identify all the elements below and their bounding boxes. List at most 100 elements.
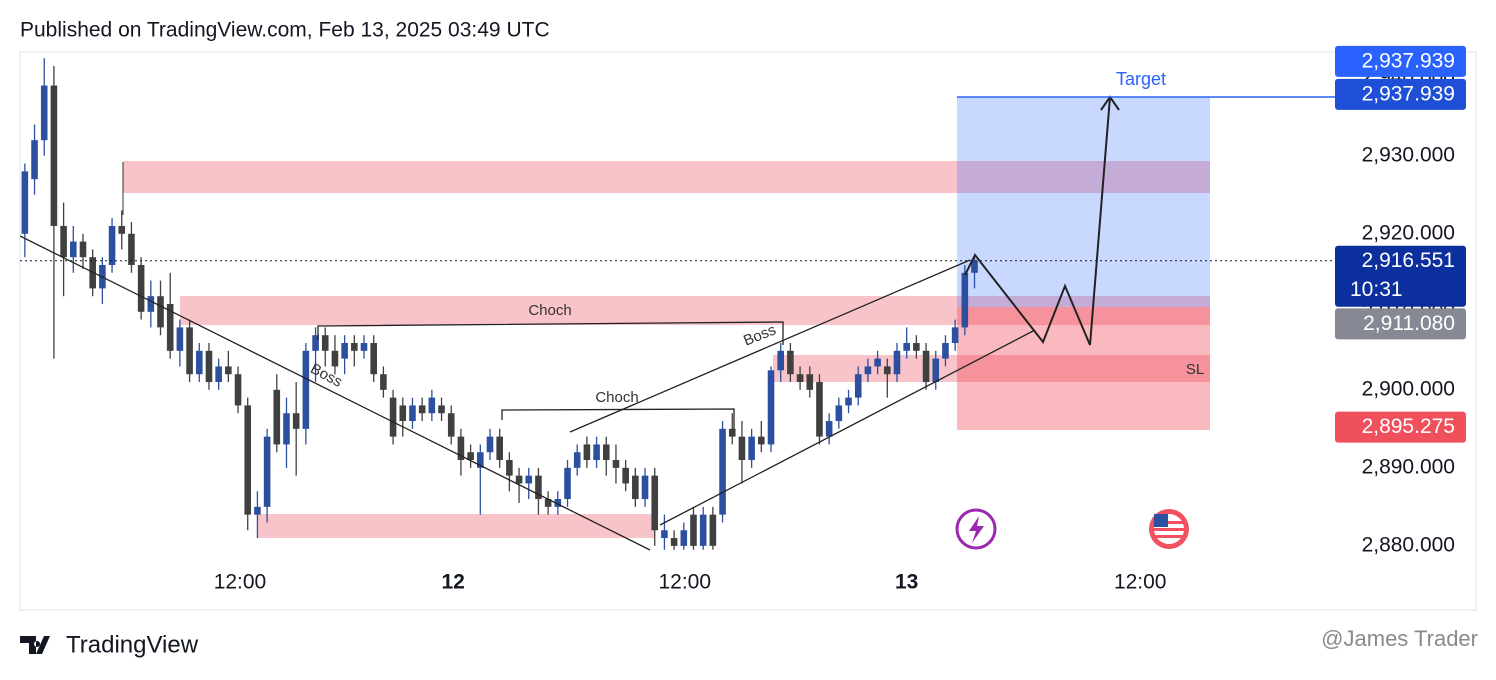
x-tick-label: 12:00 (1114, 571, 1167, 594)
candle-body (31, 140, 38, 180)
candle-body (186, 327, 193, 375)
candle-body (825, 421, 833, 437)
price-tag-label: 2,895.275 (1362, 415, 1455, 438)
candle-body (593, 444, 600, 461)
choch-line (501, 408, 735, 430)
y-tick-label: 2,920.000 (1362, 221, 1455, 244)
candle-body (273, 389, 281, 445)
candle-body (157, 296, 164, 328)
candle-body (467, 452, 474, 461)
candle-body (942, 343, 949, 359)
candle-body (690, 514, 697, 546)
countdown: 10:31 (1350, 278, 1403, 301)
candle-body (816, 382, 823, 437)
candle-body (428, 397, 436, 414)
candle-body (806, 374, 814, 390)
candle-body (321, 335, 329, 351)
stop-box (957, 307, 1210, 430)
brand: TradingView (66, 631, 199, 658)
candle-body (351, 343, 358, 351)
candle-body (777, 350, 784, 371)
price-tag-label: 2,937.939 (1362, 49, 1455, 72)
x-tick-label: 12:00 (214, 571, 267, 594)
chart-frame (19, 51, 1477, 611)
candle-body (409, 405, 416, 422)
candle-body (292, 413, 300, 429)
candle-body (961, 272, 969, 328)
candle-body (389, 397, 397, 437)
target-box (957, 97, 1210, 307)
candle-body (60, 225, 67, 258)
candle-body (447, 413, 455, 437)
x-tick-label: 12 (441, 571, 464, 594)
candle-body (699, 514, 707, 546)
event-icon[interactable] (1149, 509, 1189, 549)
brand-logo (20, 636, 50, 654)
candle-body (360, 343, 368, 351)
candle-body (845, 397, 852, 406)
candle-body (680, 530, 688, 546)
candle-body (195, 350, 203, 375)
watermark: @James Trader (1321, 626, 1478, 651)
drawings (20, 95, 1335, 551)
candle-body (506, 460, 513, 476)
candle-body (787, 350, 794, 375)
candle-body (283, 413, 290, 445)
candle-body (166, 304, 174, 351)
candle-body (70, 241, 77, 258)
candle-body (118, 225, 126, 234)
candle-body (108, 225, 116, 265)
candle-body (496, 436, 503, 461)
candle-body (767, 370, 775, 445)
candle-body (719, 428, 726, 515)
candle-body (874, 358, 881, 367)
candle-body (263, 436, 271, 507)
candle-body (864, 366, 872, 375)
candle-body (147, 296, 155, 312)
candle-body (971, 260, 978, 273)
candle-body (302, 350, 310, 429)
event-icon[interactable] (955, 508, 997, 550)
candle-body (641, 475, 649, 500)
zone (773, 355, 1210, 382)
published-note: Published on TradingView.com, Feb 13, 20… (20, 19, 550, 42)
price-tag (1335, 245, 1466, 307)
candles (21, 58, 978, 550)
candle-body (661, 530, 668, 539)
candle-body (40, 85, 48, 141)
candle-body (893, 350, 901, 375)
price-tag (1335, 45, 1466, 77)
candle-body (418, 405, 426, 414)
candle-body (583, 444, 591, 461)
candle-body (758, 436, 765, 445)
channel-line (659, 329, 1036, 526)
y-tick-label: 2,930.000 (1362, 143, 1455, 166)
choch-label: Choch (595, 389, 638, 406)
candle-body (796, 374, 804, 383)
candle-body (515, 475, 523, 484)
x-tick-label: 13 (895, 571, 918, 594)
y-tick-label: 2,900.000 (1362, 377, 1455, 400)
price-tag (1335, 308, 1466, 340)
candle-body (738, 436, 746, 461)
candle-body (21, 171, 29, 234)
candle-body (50, 85, 58, 226)
candle-body (903, 343, 910, 351)
candle-body (554, 499, 562, 507)
channel-line (569, 259, 971, 433)
candle-body (951, 327, 959, 344)
target-label: Target (1116, 69, 1166, 89)
candle-body (477, 452, 484, 468)
candle-body (622, 467, 629, 484)
candle-body (341, 343, 348, 359)
sl-label: SL (1186, 361, 1204, 378)
price-tag-label: 2,916.551 (1362, 249, 1455, 272)
candle-body (670, 538, 678, 546)
candle-body (205, 350, 213, 383)
candle-body (748, 436, 755, 461)
price-tag-label: 2,911.080 (1363, 312, 1455, 335)
candle-body (331, 350, 339, 367)
price-tag-label: 2,937.939 (1362, 82, 1455, 105)
